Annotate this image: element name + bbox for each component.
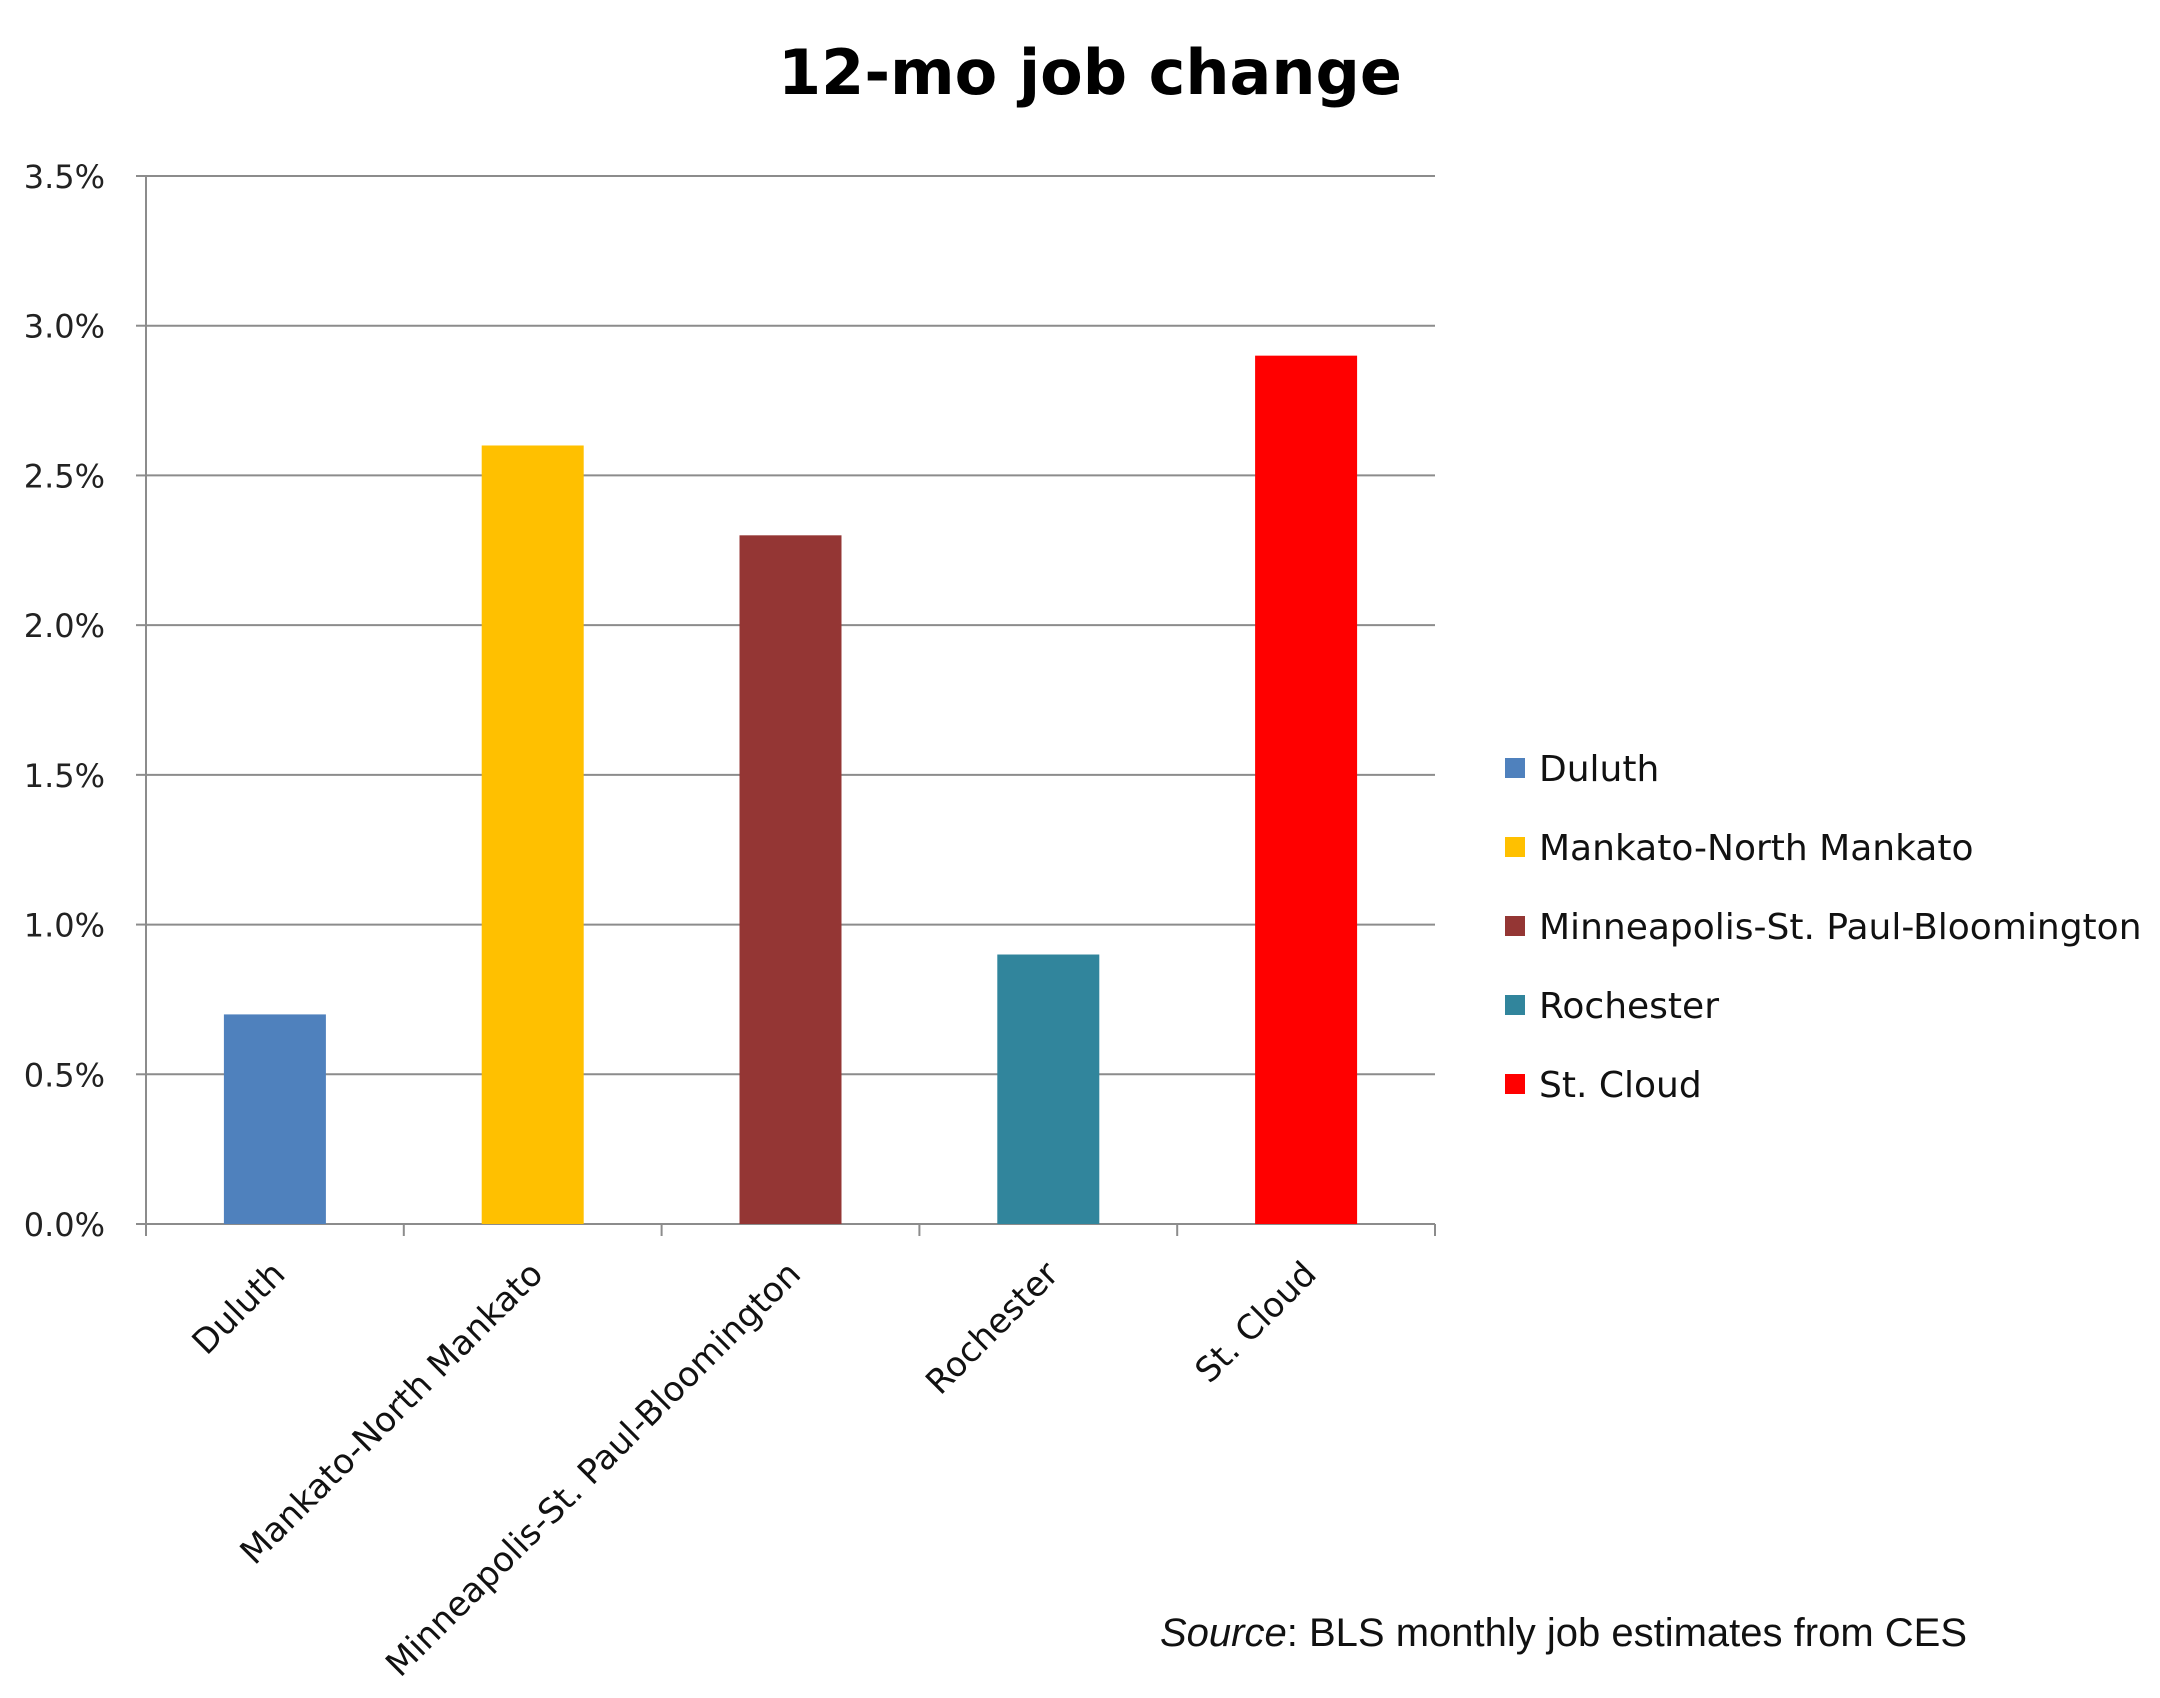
x-tick-label: St. Cloud	[1188, 1254, 1325, 1391]
y-tick-label: 3.5%	[24, 158, 105, 196]
legend-swatch	[1505, 995, 1525, 1015]
chart-title: 12-mo job change	[778, 36, 1402, 109]
y-tick-label: 1.5%	[24, 757, 105, 795]
source-label: Source	[1160, 1611, 1287, 1655]
source-text: : BLS monthly job estimates from CES	[1287, 1611, 1967, 1655]
y-tick-label: 1.0%	[24, 907, 105, 945]
legend-swatch	[1505, 916, 1525, 936]
x-tick-label: Duluth	[185, 1254, 294, 1363]
y-tick-label: 0.5%	[24, 1056, 105, 1094]
bar	[1255, 355, 1358, 1225]
y-tick-label: 3.0%	[24, 308, 105, 346]
bar	[223, 1014, 326, 1224]
legend-swatch	[1505, 758, 1525, 778]
legend-label: Minneapolis-St. Paul-Bloomington	[1539, 907, 2142, 948]
legend-swatch	[1505, 1074, 1525, 1094]
source-note: Source: BLS monthly job estimates from C…	[1160, 1611, 1967, 1655]
legend-label: Duluth	[1539, 749, 1659, 790]
legend-swatch	[1505, 837, 1525, 857]
bar	[739, 535, 842, 1224]
y-tick-label: 2.0%	[24, 607, 105, 645]
bar	[481, 445, 584, 1224]
legend: Duluth Mankato-North Mankato Minneapolis-S…	[1505, 749, 2142, 1106]
bars	[223, 355, 1358, 1225]
bar	[997, 954, 1100, 1224]
y-tick-label: 2.5%	[24, 457, 105, 495]
x-tick-label: Rochester	[918, 1254, 1067, 1403]
y-axis-tick-labels: 0.0% 0.5% 1.0% 1.5% 2.0% 2.5% 3.0% 3.5%	[24, 158, 105, 1244]
legend-label: Rochester	[1539, 986, 1719, 1027]
y-tick-label: 0.0%	[24, 1206, 105, 1244]
legend-label: Mankato-North Mankato	[1539, 828, 1974, 869]
x-tick-label: Mankato-North Mankato	[233, 1254, 551, 1572]
legend-label: St. Cloud	[1539, 1065, 1702, 1106]
x-tick-label: Minneapolis-St. Paul-Bloomington	[378, 1254, 809, 1685]
